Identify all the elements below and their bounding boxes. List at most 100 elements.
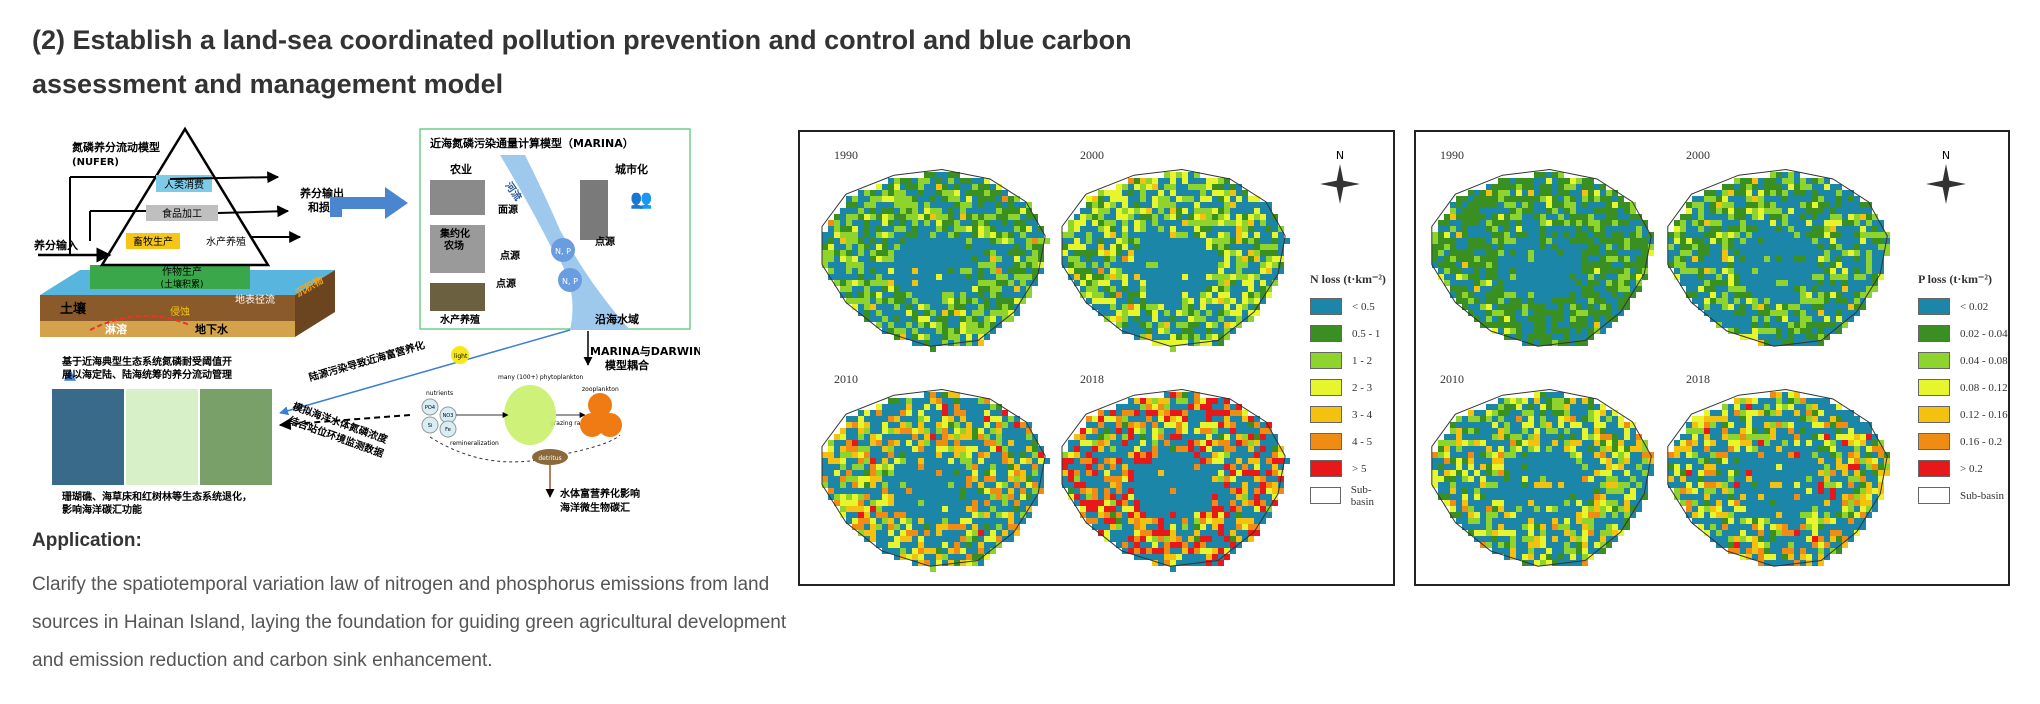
n-map-year-2018: 2018: [1080, 372, 1104, 386]
p-map-year-2010: 2010: [1440, 372, 1464, 386]
p-loss-legend-label: 0.08 - 0.12: [1960, 381, 2008, 394]
eutrophication-note-2: 海洋微生物碳汇: [560, 501, 630, 514]
people-icon: 👥: [630, 189, 652, 210]
n-loss-legend-item: < 0.5: [1310, 293, 1393, 320]
seagrass-image: [126, 389, 198, 485]
n-loss-legend-label: 2 - 3: [1352, 381, 1373, 394]
level-livestock: [126, 233, 180, 249]
soil-layer: [40, 295, 295, 321]
erosion-label: 侵蚀: [170, 305, 190, 318]
level-processing-label: 食品加工: [162, 207, 202, 220]
n-loss-legend-swatch: [1310, 298, 1342, 315]
north-arrow-icon: N: [1926, 149, 1966, 204]
agriculture-image: [430, 180, 485, 215]
nufer-title: 氮磷养分流动模型: [72, 140, 160, 154]
p-map-year-1990: 1990: [1440, 148, 1464, 162]
runoff-label: 地表径流: [235, 293, 275, 306]
fe-label: Fe: [445, 427, 451, 433]
phytoplankton-cluster: [504, 385, 556, 445]
p-loss-legend-swatch: [1918, 325, 1950, 342]
p-loss-legend-swatch: [1918, 433, 1950, 450]
point-source-label-2: 点源: [496, 277, 516, 290]
light-icon: [451, 346, 469, 364]
n-map-year-2000: 2000: [1080, 148, 1104, 162]
n-loss-legend-item: 4 - 5: [1310, 428, 1393, 455]
level-processing: [146, 205, 218, 221]
zooplankton-label: zooplankton: [582, 386, 619, 393]
flow-arrow-to-marina: [330, 187, 408, 219]
n-loss-maps: N: [821, 149, 1360, 572]
n-loss-map-2010: [821, 388, 1050, 572]
p-loss-legend-item: > 0.2: [1918, 455, 2008, 482]
leaching-path: [89, 315, 191, 331]
point-source-label-3: 点源: [595, 235, 615, 248]
po4-node: [421, 398, 439, 416]
n-loss-legend-swatch: [1310, 325, 1342, 342]
north-label: N: [1942, 149, 1950, 162]
n-loss-legend-item: 1 - 2: [1310, 347, 1393, 374]
nutrient-flow-diagram: 氮磷养分流动模型 (NUFER) 人类消费 食品加工 畜牧生产 水产养殖 作物生…: [33, 126, 700, 516]
ecosystem-note-2: 影响海洋碳汇功能: [62, 503, 142, 516]
soil-side: [295, 270, 335, 337]
grazing-label: grazing rates: [550, 420, 590, 427]
p-loss-legend-swatch: [1918, 298, 1950, 315]
assess-note-2: 展以海定陆、陆海统筹的养分流动管理: [62, 368, 232, 381]
n-loss-legend-swatch: [1310, 487, 1341, 504]
n-loss-legend-label: Sub-basin: [1350, 483, 1375, 508]
n-loss-legend-label: 1 - 2: [1352, 354, 1373, 367]
north-label: N: [1336, 149, 1344, 162]
soil-label: 土壤: [60, 301, 87, 317]
zooplankton-node-1: [588, 393, 612, 417]
marina-title: 近海氮磷污染通量计算模型（MARINA）: [430, 136, 634, 150]
building-image: [580, 180, 608, 240]
n-loss-panel: N 1990 2000 2010 2018 N loss (t·km⁻²) < …: [798, 130, 1395, 586]
n-loss-legend-item: 2 - 3: [1310, 374, 1393, 401]
n-loss-legend-label: 0.5 - 1: [1352, 327, 1381, 340]
n-loss-legend-item: 3 - 4: [1310, 401, 1393, 428]
p-loss-maps: N: [1431, 149, 1966, 567]
p-loss-legend-label: 0.12 - 0.16: [1960, 408, 2008, 421]
assess-note-1: 基于近海典型生态系统氮磷耐受阈值开: [61, 355, 232, 368]
light-label: light: [454, 353, 468, 360]
n-loss-map-1990: [821, 168, 1050, 352]
groundwater-label: 地下水: [195, 322, 229, 336]
n-loss-legend-label: 3 - 4: [1352, 408, 1373, 421]
pollution-arrow: [279, 329, 571, 416]
si-node: [421, 416, 439, 434]
n-map-year-2010: 2010: [834, 372, 858, 386]
level-aquaculture-label: 水产养殖: [206, 235, 246, 248]
p-map-year-2000: 2000: [1686, 148, 1710, 162]
nutrient-output-label: 养分输出: [299, 186, 344, 200]
coupling-label-1: MARINA与DARWIN: [590, 345, 700, 358]
p-loss-map-1990: [1431, 168, 1654, 347]
arrow-consumption-out: [169, 171, 280, 184]
arrow-processing-out: [217, 205, 290, 218]
coastal-waters-label: 沿海水域: [595, 312, 639, 326]
north-arrow-icon: N: [1320, 149, 1360, 204]
p-loss-legend-item: 0.16 - 0.2: [1918, 428, 2008, 455]
n-loss-legend-label: > 5: [1352, 462, 1367, 475]
n-loss-legend-swatch: [1310, 433, 1342, 450]
si-label: Si: [428, 423, 433, 429]
nonpoint-label: 面源: [498, 203, 518, 216]
n-loss-legend-swatch: [1310, 352, 1342, 369]
n-loss-legend-label: 4 - 5: [1352, 435, 1373, 448]
section-title: (2) Establish a land-sea coordinated pol…: [32, 25, 1132, 99]
nutrient-input-label: 养分输入: [33, 238, 78, 252]
p-loss-legend-label: < 0.02: [1960, 300, 1989, 313]
groundwater-layer: [40, 321, 295, 337]
mangrove-image: [200, 389, 272, 485]
p-loss-map-2018: [1667, 388, 1890, 567]
no3-label: NO3: [443, 413, 454, 419]
p-loss-legend-item: 0.08 - 0.12: [1918, 374, 2008, 401]
p-loss-legend-swatch: [1918, 352, 1950, 369]
crop-layer: [90, 265, 250, 289]
leaching-label: 淋溶: [105, 322, 127, 336]
aquaculture-image: [430, 283, 485, 311]
level-consumption-label: 人类消费: [164, 178, 204, 191]
darwin-loop: [429, 434, 621, 463]
p-loss-legend-label: 0.16 - 0.2: [1960, 435, 2003, 448]
p-loss-legend-item: Sub-basin: [1918, 482, 2008, 509]
application-text: Clarify the spatiotemporal variation law…: [32, 574, 787, 671]
n-loss-legend-swatch: [1310, 460, 1342, 477]
